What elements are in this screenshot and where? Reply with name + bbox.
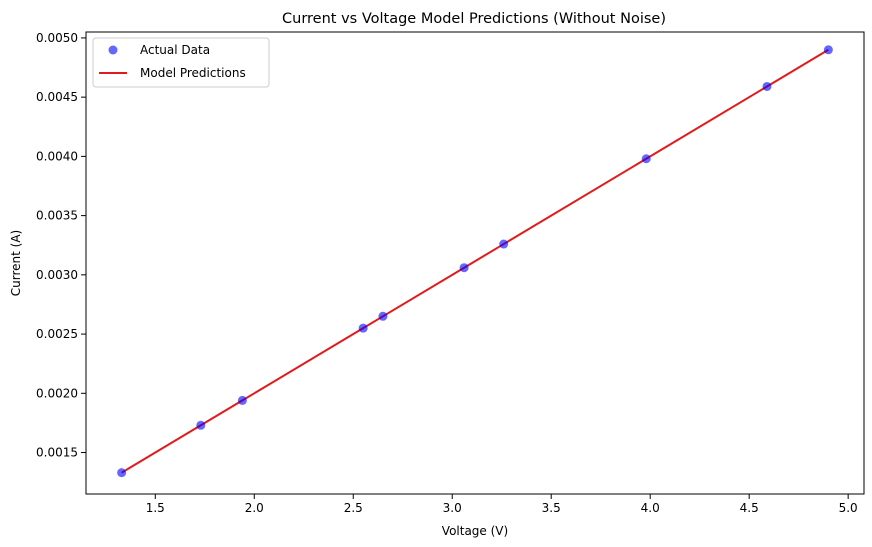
actual-data-series [117, 45, 833, 478]
y-tick-label: 0.0045 [36, 90, 78, 104]
y-axis-title: Current (A) [9, 230, 23, 296]
model-predictions-series [121, 48, 829, 474]
y-tick-label: 0.0050 [36, 31, 78, 45]
x-tick-label: 4.5 [740, 501, 759, 515]
x-tick-label: 3.5 [542, 501, 561, 515]
legend-label-model-predictions: Model Predictions [140, 66, 246, 80]
data-point [378, 311, 388, 321]
data-point [459, 263, 469, 273]
x-axis-title: Voltage (V) [442, 524, 508, 538]
plot-frame [85, 31, 865, 495]
x-axis-ticks: 1.5 2.0 2.5 3.0 3.5 4.0 4.5 5.0 [146, 494, 858, 515]
model-predictions-line [121, 48, 829, 474]
x-tick-label: 5.0 [839, 501, 858, 515]
legend-marker-actual-data [108, 45, 118, 55]
legend: Actual Data Model Predictions [92, 37, 270, 88]
y-tick-label: 0.0020 [36, 386, 78, 400]
data-point [196, 420, 206, 430]
data-point [237, 395, 247, 405]
x-tick-label: 2.0 [245, 501, 264, 515]
x-tick-label: 1.5 [146, 501, 165, 515]
chart-title: Current vs Voltage Model Predictions (Wi… [282, 11, 666, 27]
data-point [823, 45, 833, 55]
y-tick-label: 0.0025 [36, 327, 78, 341]
x-tick-label: 2.5 [344, 501, 363, 515]
y-tick-label: 0.0040 [36, 149, 78, 163]
x-tick-label: 4.0 [641, 501, 660, 515]
data-point [641, 154, 651, 164]
y-tick-label: 0.0035 [36, 209, 78, 223]
data-point [762, 81, 772, 91]
data-point [499, 239, 509, 249]
data-point [358, 323, 368, 333]
legend-label-actual-data: Actual Data [140, 43, 210, 57]
y-tick-label: 0.0015 [36, 446, 78, 460]
data-point [117, 468, 127, 478]
y-axis-ticks: 0.0015 0.0020 0.0025 0.0030 0.0035 0.0040 0.00… [36, 31, 86, 460]
y-tick-label: 0.0030 [36, 268, 78, 282]
legend-box [92, 37, 270, 88]
x-tick-label: 3.0 [443, 501, 462, 515]
